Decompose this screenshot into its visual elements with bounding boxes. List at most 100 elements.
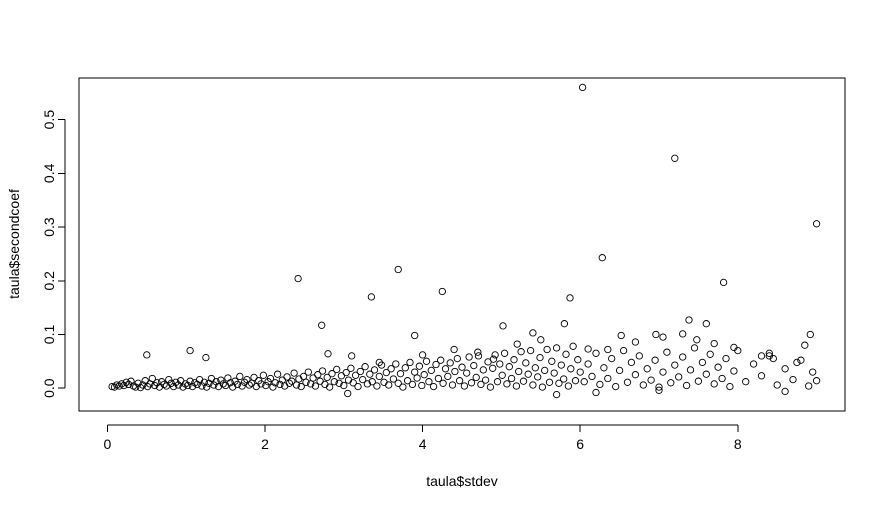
data-point bbox=[659, 333, 667, 341]
data-point bbox=[375, 372, 383, 381]
data-point bbox=[584, 360, 592, 368]
data-point bbox=[498, 371, 506, 379]
data-point bbox=[578, 83, 587, 92]
data-point bbox=[742, 378, 750, 386]
data-point bbox=[592, 349, 600, 357]
plot-frame bbox=[78, 77, 846, 412]
data-point bbox=[698, 358, 707, 367]
data-point bbox=[403, 377, 412, 385]
data-point bbox=[259, 371, 268, 379]
data-point bbox=[463, 369, 471, 377]
data-point bbox=[529, 381, 537, 389]
data-point bbox=[647, 376, 655, 384]
data-point bbox=[524, 370, 532, 378]
data-point bbox=[408, 380, 417, 389]
data-point bbox=[271, 379, 279, 387]
data-point bbox=[132, 383, 140, 391]
data-point bbox=[604, 374, 612, 383]
data-point bbox=[510, 356, 518, 364]
data-point bbox=[200, 378, 208, 386]
data-point bbox=[148, 374, 156, 383]
data-point bbox=[117, 380, 126, 388]
data-point bbox=[342, 368, 350, 377]
data-point bbox=[340, 381, 348, 390]
data-point bbox=[655, 383, 663, 391]
data-point bbox=[690, 344, 699, 352]
data-point bbox=[186, 346, 194, 355]
data-point bbox=[333, 365, 341, 374]
data-point bbox=[323, 373, 331, 382]
data-point bbox=[368, 378, 376, 386]
data-point bbox=[757, 352, 766, 360]
data-point bbox=[363, 380, 372, 388]
data-point bbox=[552, 390, 561, 399]
y-axis-title: taula$secondcoef bbox=[6, 189, 22, 299]
data-point bbox=[411, 331, 419, 340]
data-point bbox=[612, 382, 620, 391]
x-tick-label: 4 bbox=[419, 436, 427, 452]
data-point bbox=[574, 356, 582, 364]
data-point bbox=[344, 376, 353, 384]
data-point bbox=[538, 383, 547, 391]
data-point bbox=[302, 378, 310, 386]
data-point bbox=[266, 374, 275, 383]
data-point bbox=[318, 321, 326, 329]
data-point bbox=[757, 372, 766, 380]
x-axis: 0 2 4 6 8 bbox=[103, 424, 742, 452]
data-point bbox=[801, 341, 809, 349]
data-point bbox=[560, 375, 568, 383]
data-point bbox=[269, 383, 277, 391]
data-point bbox=[318, 367, 327, 375]
data-point bbox=[552, 344, 561, 352]
data-points bbox=[108, 83, 821, 399]
data-point bbox=[639, 381, 647, 389]
data-point bbox=[174, 381, 182, 389]
data-point bbox=[219, 380, 227, 388]
data-point bbox=[245, 381, 253, 389]
data-point bbox=[652, 330, 660, 339]
data-point bbox=[685, 316, 693, 324]
data-point bbox=[448, 381, 457, 389]
data-point bbox=[382, 368, 390, 377]
data-point bbox=[507, 374, 516, 383]
data-point bbox=[203, 383, 211, 391]
data-point bbox=[122, 378, 130, 386]
data-point bbox=[257, 380, 265, 388]
data-point bbox=[136, 383, 145, 392]
data-point bbox=[453, 354, 461, 363]
data-point bbox=[555, 379, 563, 387]
data-point bbox=[290, 369, 298, 377]
data-point bbox=[438, 287, 446, 296]
data-point bbox=[580, 378, 588, 386]
data-point bbox=[567, 365, 575, 373]
data-point bbox=[477, 380, 485, 389]
data-point bbox=[233, 380, 242, 389]
data-point bbox=[361, 363, 369, 371]
data-point bbox=[283, 373, 291, 381]
data-point bbox=[304, 368, 312, 376]
data-point bbox=[418, 381, 426, 390]
y-tick-label: 0.5 bbox=[41, 110, 57, 130]
data-point bbox=[693, 336, 701, 344]
data-point bbox=[420, 371, 428, 379]
x-axis-title: taula$stdev bbox=[426, 473, 498, 489]
data-point bbox=[571, 377, 580, 385]
data-point bbox=[718, 374, 726, 383]
data-point bbox=[714, 363, 722, 371]
data-point bbox=[316, 377, 324, 385]
data-point bbox=[631, 338, 640, 346]
data-point bbox=[373, 382, 381, 390]
data-point bbox=[165, 375, 173, 384]
data-point bbox=[314, 371, 322, 379]
data-point bbox=[134, 379, 142, 387]
data-point bbox=[455, 377, 464, 385]
data-point bbox=[441, 365, 450, 373]
data-point bbox=[541, 366, 549, 375]
data-point bbox=[765, 349, 773, 357]
data-point bbox=[671, 361, 679, 369]
data-point bbox=[434, 374, 443, 383]
data-point bbox=[550, 369, 558, 377]
data-point bbox=[236, 372, 244, 381]
y-tick-label: 0.2 bbox=[41, 271, 57, 291]
